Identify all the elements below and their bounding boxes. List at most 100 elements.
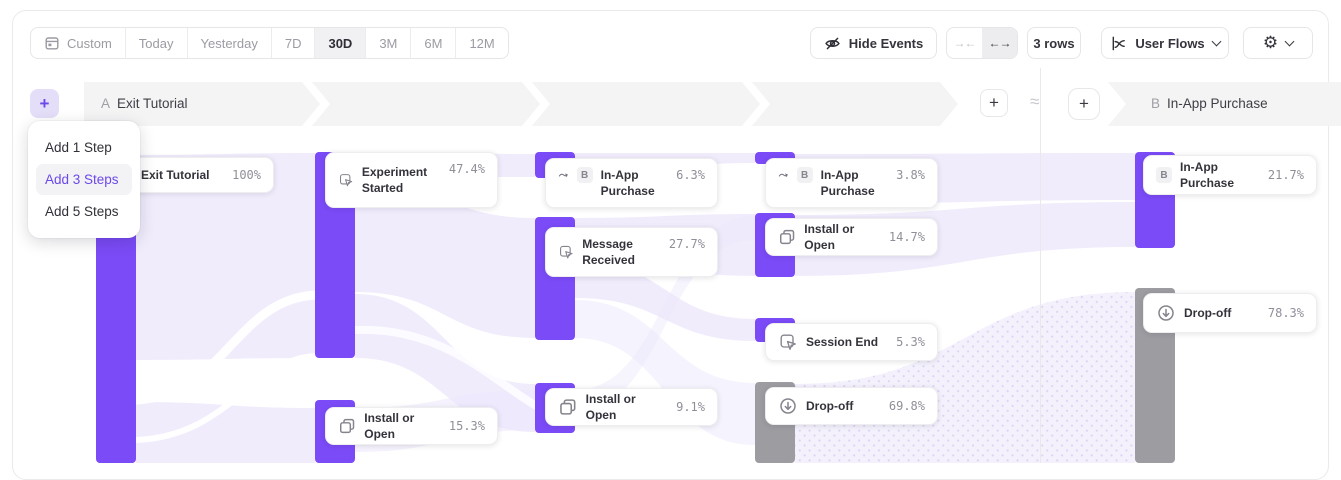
step-b-letter: B — [1151, 96, 1161, 111]
date-range-label: 12M — [469, 35, 495, 51]
gear-icon: ⚙ — [1262, 33, 1279, 52]
node-label: Drop-off — [806, 399, 854, 413]
node-percent: 3.8% — [896, 168, 925, 182]
menu-item-label: Add 3 Steps — [45, 172, 119, 187]
user-flows-icon — [1112, 36, 1126, 50]
node-card-message-received[interactable]: Message Received 27.7% — [545, 227, 718, 277]
overlap-squares-icon — [780, 229, 795, 245]
node-label: In-App Purchase — [820, 168, 875, 198]
collapse-arrows-icon: →← — [953, 36, 977, 50]
date-range-label: 30D — [328, 35, 353, 51]
expand-arrows-icon: ←→ — [988, 36, 1012, 50]
menu-item-add-5-steps[interactable]: Add 5 Steps — [36, 196, 132, 227]
node-label: Install or Open — [585, 392, 636, 422]
node-label: Experiment Started — [361, 165, 428, 195]
date-range-label: 7D — [284, 35, 302, 51]
node-label: Session End — [806, 335, 879, 349]
node-card-inapp-purchase-21[interactable]: B In-App Purchase 21.7% — [1143, 155, 1317, 195]
date-range-12m[interactable]: 12M — [456, 28, 507, 58]
node-card-dropoff-69[interactable]: Drop-off 69.8% — [765, 387, 938, 425]
node-percent: 69.8% — [888, 399, 925, 413]
step-a-header[interactable]: A Exit Tutorial — [101, 96, 188, 111]
drop-off-icon — [780, 398, 796, 414]
menu-item-add-1-step[interactable]: Add 1 Step — [36, 132, 132, 163]
node-percent: 100% — [232, 168, 261, 182]
node-percent: 9.1% — [676, 400, 705, 414]
step-a-letter: A — [101, 96, 111, 111]
step-b-badge: B — [576, 167, 593, 183]
date-range-label: Today — [138, 35, 174, 51]
cursor-click-icon — [780, 334, 796, 350]
date-range-7d[interactable]: 7D — [272, 28, 316, 58]
date-range-today[interactable]: Today — [126, 28, 188, 58]
settings-dropdown[interactable]: ⚙ — [1243, 27, 1313, 59]
node-percent: 47.4% — [448, 162, 485, 176]
calendar-icon — [45, 37, 59, 50]
date-range-picker: Custom Today Yesterday 7D 30D 3M 6M 12M — [30, 27, 509, 59]
expand-columns-button[interactable]: ←→ — [982, 28, 1017, 58]
drop-off-icon — [1158, 305, 1174, 321]
spacing-toggle: →← ←→ — [946, 27, 1018, 59]
date-range-label: 3M — [379, 35, 398, 51]
cursor-click-icon — [339, 174, 353, 187]
node-label: Exit Tutorial — [141, 168, 210, 182]
plus-icon: + — [989, 93, 999, 112]
eye-slash-icon — [825, 37, 840, 49]
node-card-install-or-open-15[interactable]: Install or Open 15.3% — [325, 407, 498, 445]
node-label: In-App Purchase — [1180, 160, 1235, 190]
node-percent: 27.7% — [668, 237, 705, 251]
hide-events-button[interactable]: Hide Events — [810, 27, 937, 59]
node-percent: 5.3% — [896, 335, 925, 349]
node-percent: 78.3% — [1267, 306, 1304, 320]
add-step-start-button[interactable]: + — [30, 89, 59, 118]
redirect-arrow-icon — [558, 173, 568, 177]
cursor-click-icon — [560, 245, 573, 259]
approx-separator: ≈ — [1030, 92, 1040, 112]
step-b-badge: B — [796, 167, 813, 183]
node-card-inapp-purchase-6[interactable]: B In-App Purchase 6.3% — [545, 158, 718, 208]
panel-divider — [1040, 68, 1041, 463]
step-b-badge: B — [1156, 167, 1172, 183]
date-range-custom[interactable]: Custom — [31, 28, 126, 58]
plus-icon: + — [39, 93, 50, 113]
date-range-3m[interactable]: 3M — [366, 28, 412, 58]
date-range-6m[interactable]: 6M — [411, 28, 457, 58]
collapse-columns-button[interactable]: →← — [947, 28, 982, 58]
step-b-label: In-App Purchase — [1167, 96, 1268, 111]
date-range-label: Yesterday — [200, 35, 258, 51]
node-label: Install or Open — [804, 222, 855, 252]
node-card-install-or-open-14[interactable]: Install or Open 14.7% — [765, 218, 938, 256]
add-step-menu: Add 1 Step Add 3 Steps Add 5 Steps — [28, 121, 140, 238]
date-range-label: Custom — [67, 35, 112, 51]
node-percent: 14.7% — [888, 230, 925, 244]
node-label: In-App Purchase — [600, 168, 655, 198]
node-card-session-end[interactable]: Session End 5.3% — [765, 323, 938, 361]
chart-type-label: User Flows — [1135, 35, 1205, 51]
node-card-exit-tutorial[interactable]: Exit Tutorial 100% — [128, 157, 274, 193]
add-step-right-panel-button[interactable]: + — [1068, 88, 1100, 120]
add-step-end-button[interactable]: + — [980, 89, 1008, 117]
node-percent: 21.7% — [1267, 168, 1304, 182]
redirect-arrow-icon — [778, 173, 788, 177]
menu-item-label: Add 1 Step — [45, 140, 112, 155]
node-label: Message Received — [582, 237, 635, 267]
chart-type-dropdown[interactable]: User Flows — [1101, 27, 1229, 59]
step-b-header[interactable]: B In-App Purchase — [1151, 96, 1268, 111]
overlap-squares-icon — [560, 399, 576, 415]
node-label: Install or Open — [364, 411, 415, 441]
menu-item-add-3-steps[interactable]: Add 3 Steps — [36, 164, 132, 195]
node-card-experiment-started[interactable]: Experiment Started 47.4% — [325, 152, 498, 208]
node-card-dropoff-78[interactable]: Drop-off 78.3% — [1143, 293, 1317, 333]
hide-events-label: Hide Events — [848, 35, 924, 51]
rows-button[interactable]: 3 rows — [1027, 27, 1081, 59]
node-card-install-or-open-9[interactable]: Install or Open 9.1% — [545, 388, 718, 426]
date-range-30d[interactable]: 30D — [315, 28, 367, 58]
node-label: Drop-off — [1184, 306, 1232, 320]
date-range-yesterday[interactable]: Yesterday — [188, 28, 272, 58]
plus-icon: + — [1079, 94, 1089, 113]
menu-item-label: Add 5 Steps — [45, 204, 119, 219]
step-a-label: Exit Tutorial — [117, 96, 188, 111]
date-range-label: 6M — [424, 35, 443, 51]
node-card-inapp-purchase-3[interactable]: B In-App Purchase 3.8% — [765, 158, 938, 208]
step-header-band — [84, 82, 1341, 126]
